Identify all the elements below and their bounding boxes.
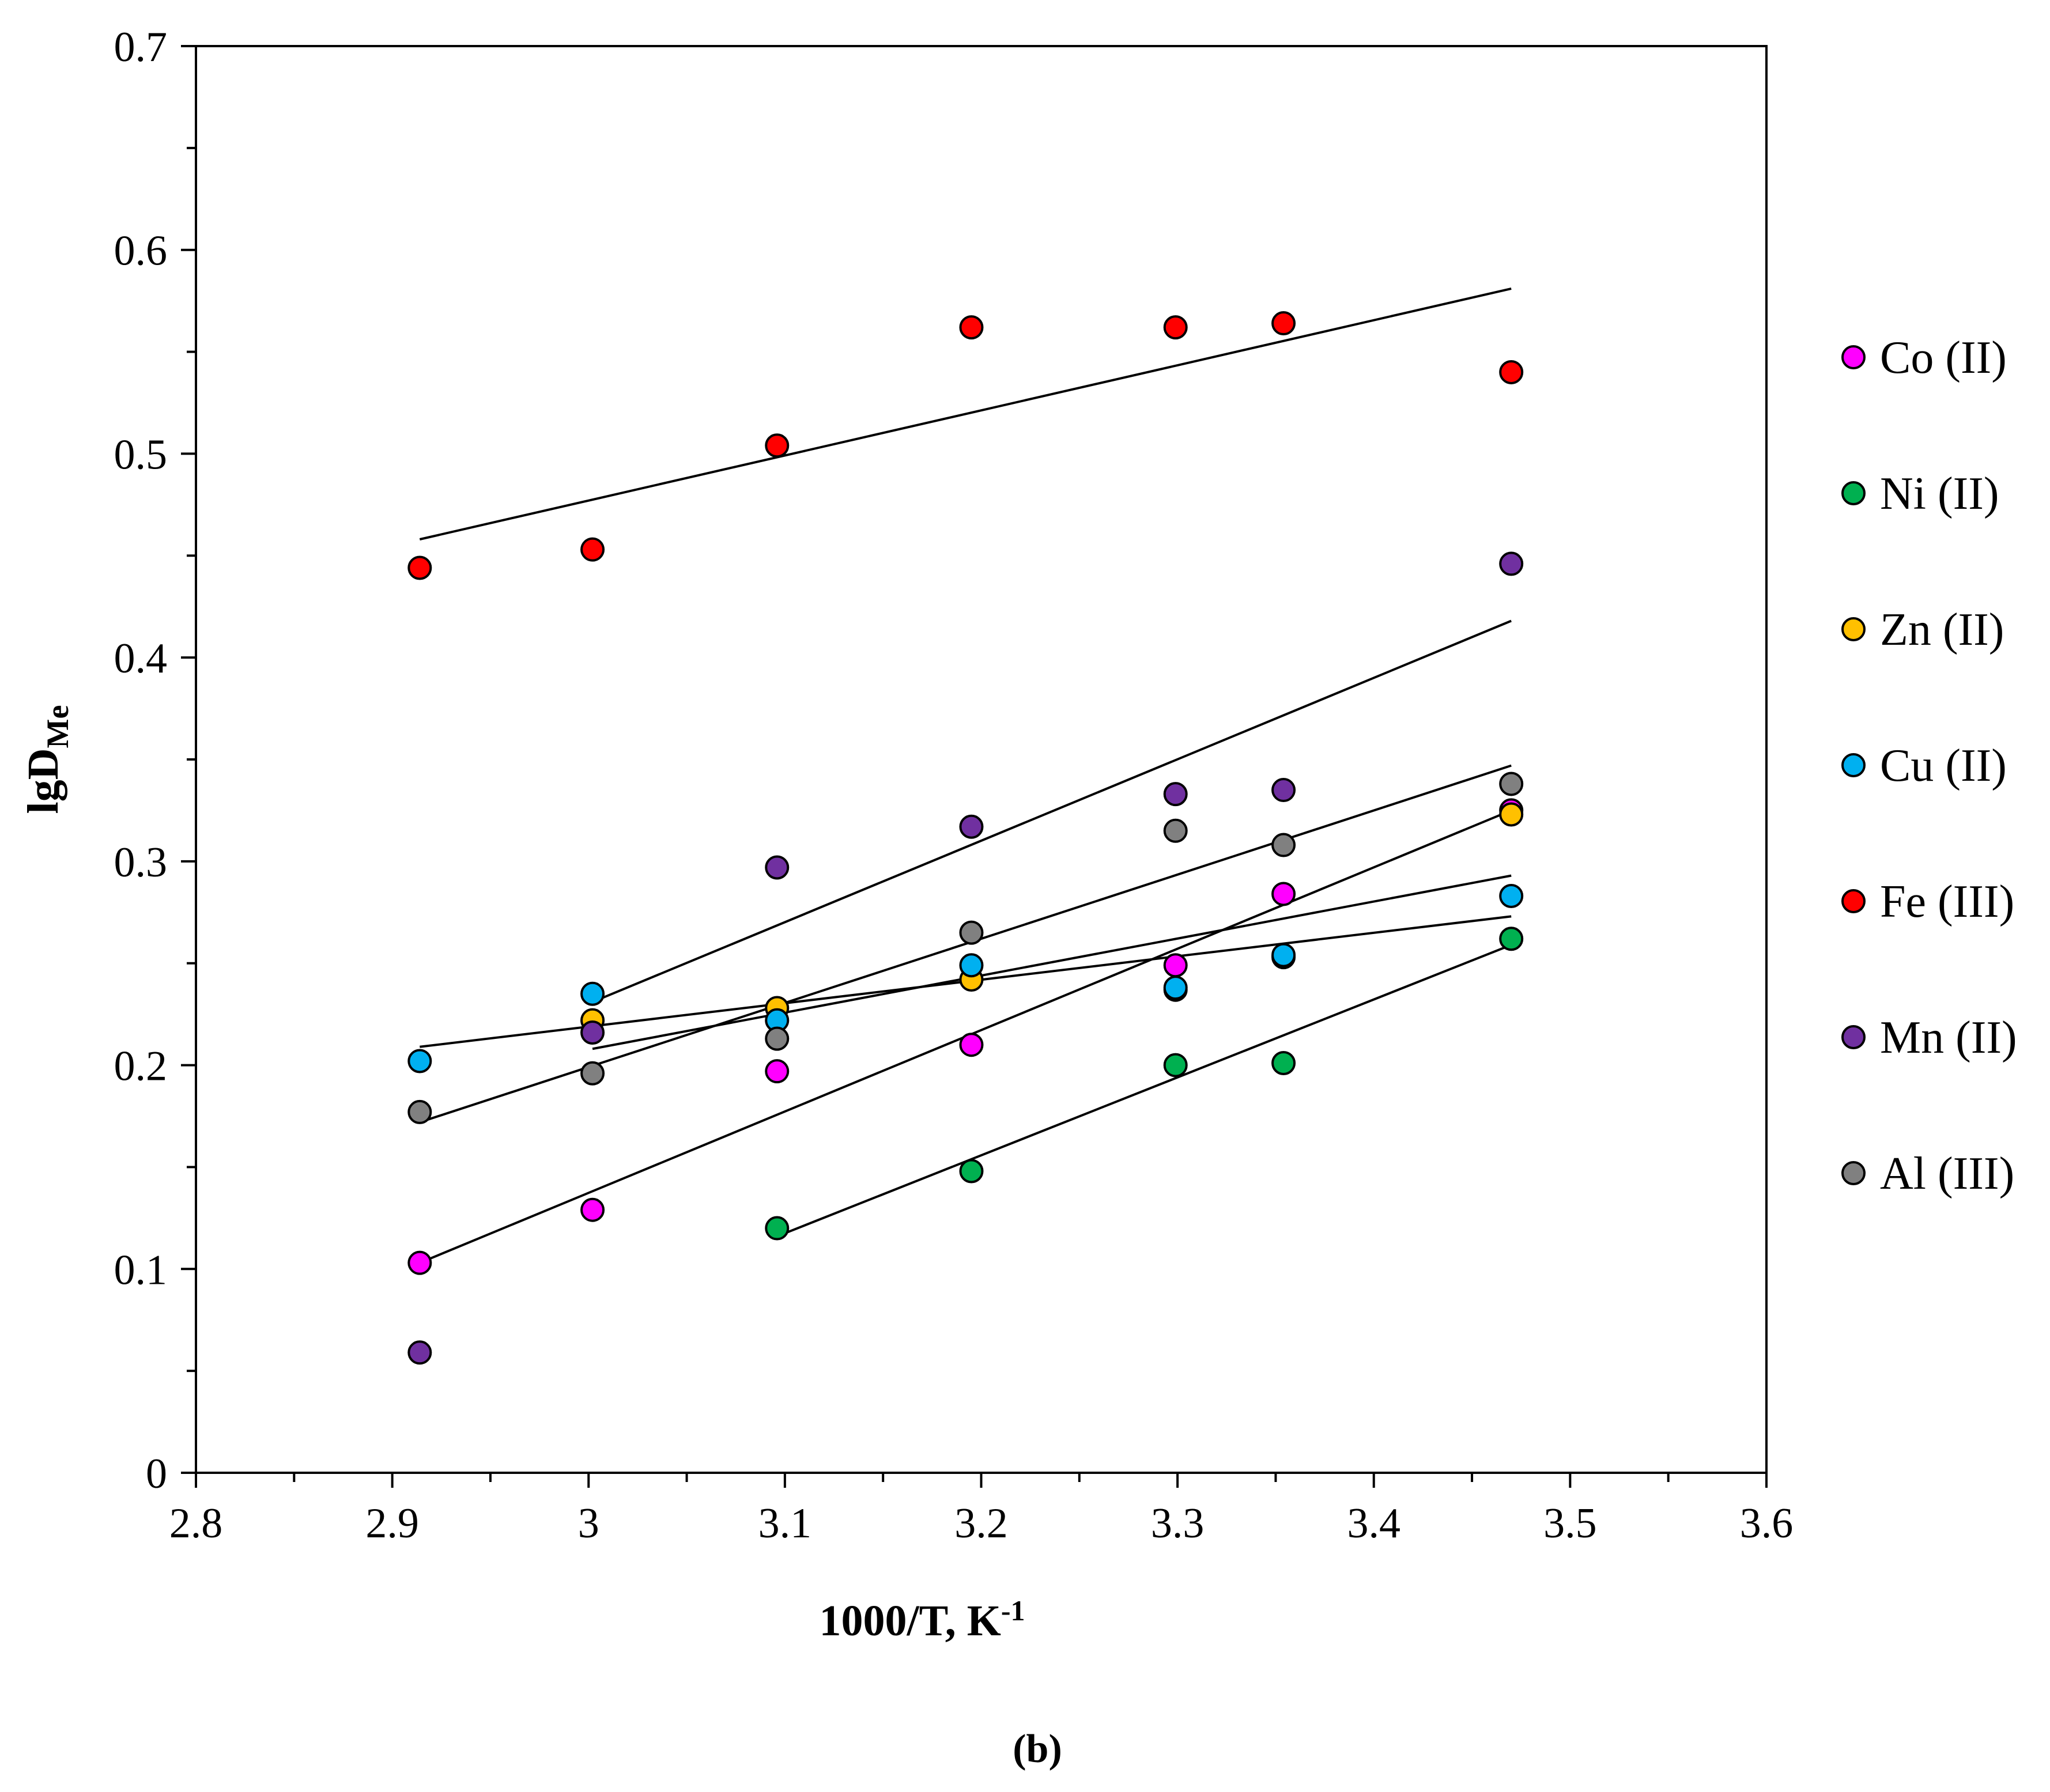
trend-line <box>419 287 1512 540</box>
data-point <box>1163 782 1188 807</box>
data-point <box>580 1061 605 1086</box>
data-point <box>765 1059 790 1084</box>
legend-marker <box>1841 345 1866 369</box>
legend-marker <box>1841 889 1866 913</box>
data-point <box>1271 943 1296 967</box>
x-tick-label: 2.8 <box>169 1500 223 1547</box>
data-point <box>1163 976 1188 1000</box>
legend-label: Ni (II) <box>1880 468 1999 519</box>
legend-marker <box>1841 1161 1866 1185</box>
y-tick-label: 0.7 <box>114 24 168 71</box>
trend-lines <box>419 287 1512 1264</box>
y-axis-ticks: 0 0.1 0.2 0.3 0.4 0.5 0.6 0.7 <box>114 24 196 1498</box>
data-point <box>580 537 605 562</box>
x-tick-label: 3.1 <box>758 1500 812 1547</box>
data-point <box>580 981 605 1006</box>
data-point <box>407 1099 432 1124</box>
data-point <box>1499 927 1524 951</box>
data-point <box>959 1033 984 1057</box>
data-point <box>1499 551 1524 576</box>
trend-line <box>776 944 1512 1238</box>
y-tick-label: 0.6 <box>114 228 168 275</box>
x-tick-label: 3.4 <box>1347 1500 1401 1547</box>
y-tick-label: 0.5 <box>114 431 168 478</box>
x-tick-label: 3.3 <box>1151 1500 1205 1547</box>
data-point <box>959 1159 984 1184</box>
legend-marker <box>1841 617 1866 641</box>
legend-label: Zn (II) <box>1880 604 2004 655</box>
legend-marker <box>1841 753 1866 777</box>
data-point <box>765 1216 790 1241</box>
data-point <box>580 1197 605 1222</box>
data-point <box>580 1020 605 1045</box>
trend-line <box>592 619 1512 1003</box>
legend: Co (II) Ni (II) Zn (II) Cu (II) Fe (III) Mn (… <box>1841 332 2017 1199</box>
y-tick-label: 0.3 <box>114 839 168 886</box>
data-point <box>765 433 790 458</box>
data-point <box>1163 818 1188 843</box>
x-tick-label: 2.9 <box>365 1500 419 1547</box>
data-point <box>959 814 984 839</box>
data-point <box>1271 1051 1296 1076</box>
data-point <box>959 920 984 945</box>
y-tick-label: 0 <box>146 1450 167 1498</box>
data-point <box>1499 360 1524 384</box>
data-point <box>407 1340 432 1365</box>
legend-label: Co (II) <box>1880 332 2007 383</box>
legend-label: Al (III) <box>1880 1148 2014 1199</box>
data-point <box>765 855 790 880</box>
x-tick-label: 3.5 <box>1543 1500 1597 1547</box>
legend-marker <box>1841 1025 1866 1049</box>
trend-line <box>592 874 1512 1050</box>
x-tick-label: 3.6 <box>1740 1500 1794 1547</box>
data-points <box>407 311 1524 1365</box>
legend-label: Fe (III) <box>1880 876 2014 927</box>
data-point <box>1271 311 1296 336</box>
y-tick-label: 0.2 <box>114 1043 168 1090</box>
x-tick-label: 3.2 <box>954 1500 1008 1547</box>
x-tick-label: 3 <box>578 1500 599 1547</box>
x-axis-ticks: 2.8 2.9 3 3.1 3.2 3.3 3.4 3.5 3.6 <box>169 1473 1794 1547</box>
data-point <box>1163 953 1188 978</box>
data-point <box>1163 1053 1188 1078</box>
data-point <box>1499 772 1524 796</box>
data-point <box>407 555 432 580</box>
data-point <box>407 1049 432 1073</box>
data-point <box>765 1026 790 1051</box>
data-point <box>959 953 984 978</box>
legend-label: Mn (II) <box>1880 1012 2017 1063</box>
figure-caption: (b) <box>1013 1727 1062 1771</box>
x-axis-title: 1000/T, K-1 <box>820 1594 1025 1645</box>
data-point <box>1499 883 1524 908</box>
legend-label: Cu (II) <box>1880 740 2007 791</box>
y-tick-label: 0.4 <box>114 635 168 682</box>
trend-line <box>419 764 1512 1124</box>
data-point <box>1499 802 1524 827</box>
data-point <box>407 1250 432 1275</box>
y-axis-title: lgDMe <box>19 705 75 814</box>
y-tick-label: 0.1 <box>114 1246 168 1294</box>
data-point <box>1271 778 1296 803</box>
data-point <box>1271 882 1296 906</box>
data-point <box>959 315 984 340</box>
data-point <box>1163 315 1188 340</box>
data-point <box>1271 833 1296 857</box>
legend-marker <box>1841 481 1866 505</box>
